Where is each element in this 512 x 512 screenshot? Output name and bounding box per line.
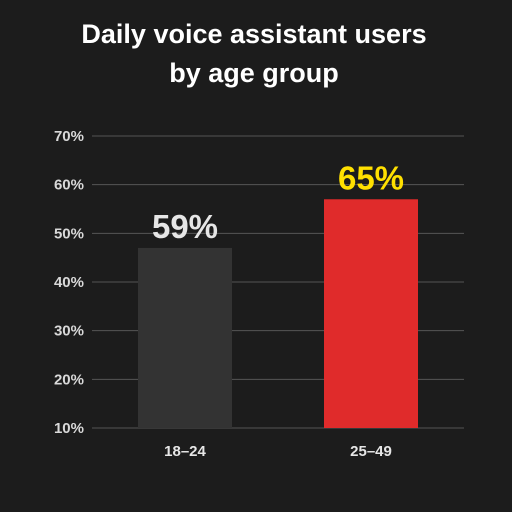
chart-title-line-1: Daily voice assistant users bbox=[81, 19, 426, 49]
bar-data-label: 59% bbox=[152, 208, 218, 245]
y-axis-tick-labels: 10% 20% 30% 40% 50% 60% 70% bbox=[54, 128, 84, 437]
y-tick-label: 40% bbox=[54, 274, 84, 291]
data-labels: 59% 65% bbox=[152, 159, 404, 245]
bar bbox=[138, 247, 232, 428]
y-tick-label: 30% bbox=[54, 323, 84, 340]
bar-data-label: 65% bbox=[338, 159, 404, 196]
bars bbox=[138, 199, 418, 428]
x-tick-label: 25–49 bbox=[350, 443, 392, 460]
y-tick-label: 60% bbox=[54, 177, 84, 194]
x-axis-tick-labels: 18–24 25–49 bbox=[164, 443, 392, 460]
y-tick-label: 10% bbox=[54, 420, 84, 437]
chart-title-line-2: by age group bbox=[169, 58, 339, 88]
y-tick-label: 20% bbox=[54, 371, 84, 388]
y-tick-label: 70% bbox=[54, 128, 84, 145]
bar bbox=[324, 199, 418, 428]
y-tick-label: 50% bbox=[54, 225, 84, 242]
x-tick-label: 18–24 bbox=[164, 443, 206, 460]
